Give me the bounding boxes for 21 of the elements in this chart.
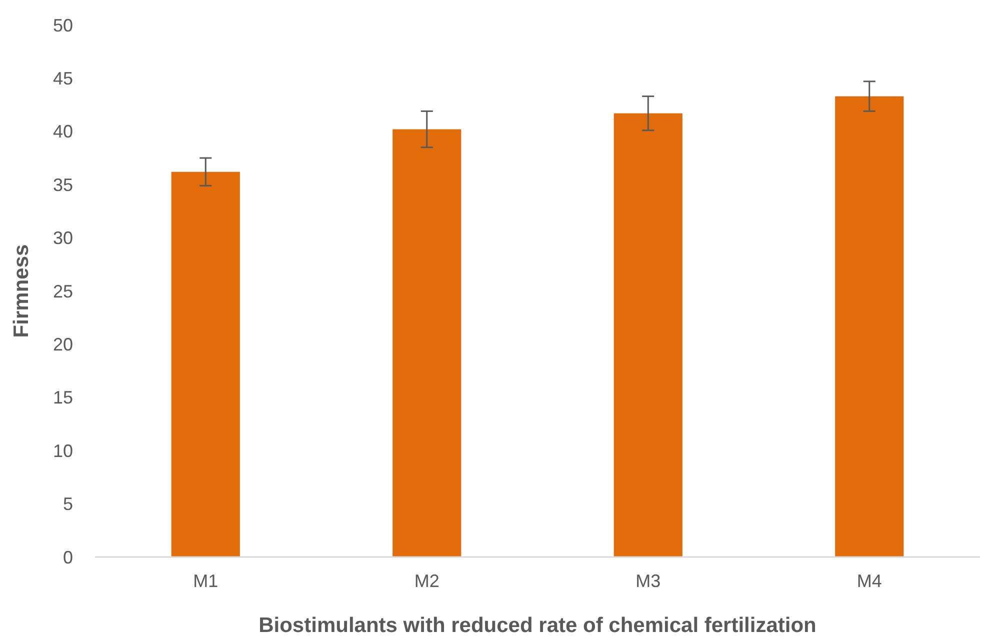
x-tick-label: M2 bbox=[414, 571, 440, 591]
y-tick-label: 5 bbox=[62, 494, 73, 514]
y-axis-title: Firmness bbox=[10, 244, 33, 338]
bar bbox=[392, 129, 462, 557]
x-tick-label: M1 bbox=[193, 571, 218, 591]
x-tick-label: M4 bbox=[856, 571, 882, 591]
y-tick-label: 20 bbox=[52, 334, 73, 354]
y-tick-label: 45 bbox=[52, 68, 73, 88]
bar bbox=[835, 96, 904, 557]
bar bbox=[171, 172, 240, 557]
y-tick-label: 40 bbox=[52, 122, 73, 142]
y-tick-label: 25 bbox=[52, 281, 73, 302]
y-tick-label: 10 bbox=[52, 440, 73, 461]
x-axis-title: Biostimulants with reduced rate of chemical fertilization bbox=[258, 614, 816, 637]
y-tick-label: 50 bbox=[52, 15, 73, 36]
y-tick-label: 30 bbox=[52, 228, 73, 248]
bar bbox=[614, 113, 682, 557]
y-tick-label: 15 bbox=[52, 388, 73, 408]
y-tick-label: 35 bbox=[52, 174, 73, 195]
y-tick-label: 0 bbox=[62, 547, 73, 568]
x-tick-label: M3 bbox=[636, 571, 661, 591]
